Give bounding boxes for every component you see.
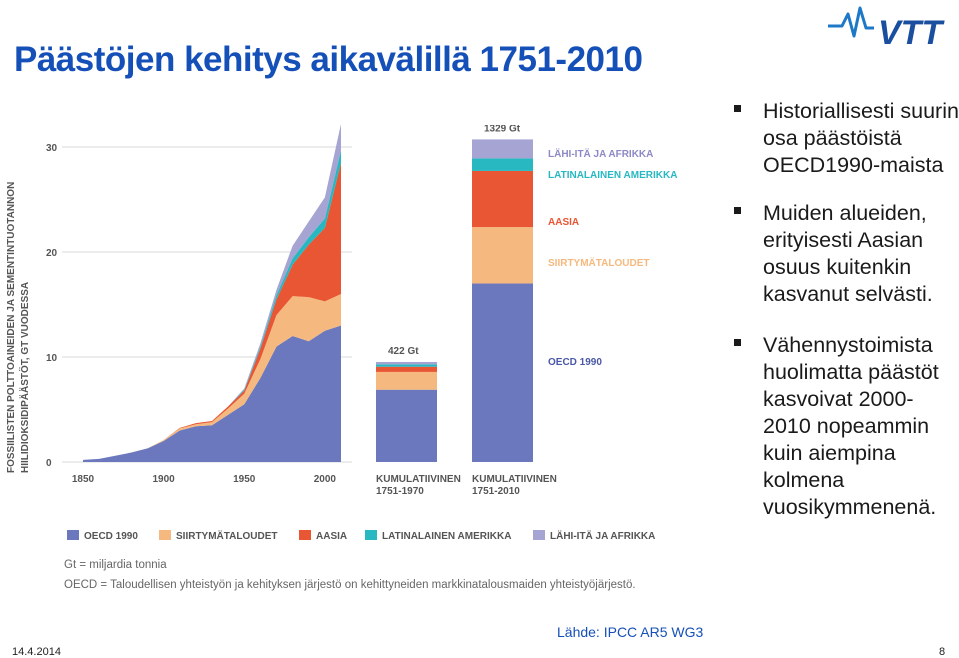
area-siirtymataloudet [83, 294, 341, 460]
bar-segment-siirtymataloudet [472, 227, 533, 284]
legend-swatch-lahi-ita-ja-afrikka [533, 530, 545, 540]
bullet-item: Historiallisesti suurin osa päästöistä O… [733, 98, 959, 179]
legend-swatch-oecd-1990 [67, 530, 79, 540]
note-oecd: OECD = Taloudellisen yhteistyön ja kehit… [64, 579, 636, 591]
bar-segment-oecd-1990 [472, 283, 533, 462]
bar-segment-latinalainen-amerikka [376, 364, 437, 367]
legend-label-latinalainen-amerikka: LATINALAINEN AMERIKKA [382, 531, 511, 542]
bar-segment-aasia [472, 170, 533, 228]
bullet-text: Vähennystoimista huolimatta päästöt kasv… [763, 333, 939, 519]
x-tick-label: 1950 [233, 474, 256, 485]
y-tick-label: 30 [46, 143, 58, 154]
legend-swatch-latinalainen-amerikka [365, 530, 377, 540]
bar-annotation-aasia: AASIA [548, 217, 579, 228]
bar-annotation-siirtymataloudet: SIIRTYMÄTALOUDET [548, 256, 649, 269]
bar-annotation-oecd-1990: OECD 1990 [548, 357, 602, 368]
note-gt: Gt = miljardia tonnia [64, 559, 167, 571]
bullet-square-icon [734, 207, 741, 214]
bullet-square-icon [734, 339, 741, 346]
bullet-square-icon [734, 105, 741, 112]
bar-annotation-latinalainen-amerikka: LATINALAINEN AMERIKKA [548, 170, 677, 181]
legend-swatch-siirtymataloudet [159, 530, 171, 540]
bar-total-label: 1329 Gt [484, 125, 521, 134]
bar-segment-aasia [376, 366, 437, 372]
legend-swatch-aasia [299, 530, 311, 540]
bar-category-label: 1751-2010 [472, 486, 520, 497]
bar-total-label: 422 Gt [388, 346, 419, 357]
bar-segment-latinalainen-amerikka [472, 158, 533, 171]
area-series [83, 125, 341, 462]
bar-segment-lahi-ita-ja-afrikka [376, 361, 437, 365]
bar-category-label: KUMULATIIVINEN [472, 474, 557, 485]
bullet-text: Muiden alueiden, erityisesti Aasian osuu… [763, 201, 933, 306]
bar-segment-siirtymataloudet [376, 371, 437, 390]
y-tick-label: 20 [46, 248, 58, 259]
x-tick-label: 2000 [314, 474, 337, 485]
bullet-text: Historiallisesti suurin osa päästöistä O… [763, 99, 959, 177]
logo-text: VTT [878, 14, 945, 52]
bar-annotation-lahi-ita-ja-afrikka: LÄHI-ITÄ JA AFRIKKA [548, 147, 653, 160]
bar-segment-lahi-ita-ja-afrikka [472, 139, 533, 159]
y-axis-title-line-2: HIILIDIOKSIDIPÄÄSTÖT, GT VUODESSA [18, 282, 31, 473]
slide-date: 14.4.2014 [12, 646, 61, 658]
x-axis-ticks: 1850 1900 1950 2000 [72, 474, 337, 485]
legend-label-oecd-1990: OECD 1990 [84, 531, 138, 542]
logo-wave-icon [828, 6, 874, 38]
bar-category-label: KUMULATIIVINEN [376, 474, 461, 485]
legend: OECD 1990 SIIRTYMÄTALOUDET AASIA LATINALAIN… [67, 529, 655, 542]
bar-segment-oecd-1990 [376, 389, 437, 462]
y-tick-label: 0 [46, 458, 52, 469]
bullet-list: Historiallisesti suurin osa päästöistä O… [733, 98, 959, 542]
y-axis-title: FOSSIILISTEN POLTTOAINEIDEN JA SEMENTINT… [6, 182, 31, 473]
x-tick-label: 1850 [72, 474, 95, 485]
legend-label-siirtymataloudet: SIIRTYMÄTALOUDET [176, 529, 277, 542]
page-number: 8 [939, 646, 946, 658]
emissions-chart: FOSSIILISTEN POLTTOAINEIDEN JA SEMENTINT… [6, 125, 677, 591]
area-oecd-1990 [83, 325, 341, 462]
slide-title: Päästöjen kehitys aikavälillä 1751-2010 [14, 40, 643, 79]
bullet-item: Muiden alueiden, erityisesti Aasian osuu… [733, 200, 959, 308]
x-tick-label: 1900 [153, 474, 176, 485]
y-axis-ticks: 0 10 20 30 [46, 143, 58, 469]
legend-label-aasia: AASIA [316, 531, 347, 542]
vtt-logo: VTT [828, 6, 945, 52]
bar-annotations: LÄHI-ITÄ JA AFRIKKA LATINALAINEN AMERIKKA… [548, 147, 677, 368]
legend-label-lahi-ita-ja-afrikka: LÄHI-ITÄ JA AFRIKKA [550, 529, 655, 542]
bullet-item: Vähennystoimista huolimatta päästöt kasv… [733, 332, 959, 521]
bar-category-label: 1751-1970 [376, 486, 424, 497]
y-axis-title-line-1: FOSSIILISTEN POLTTOAINEIDEN JA SEMENTINT… [6, 182, 17, 473]
y-tick-label: 10 [46, 353, 58, 364]
source-label: Lähde: IPCC AR5 WG3 [557, 624, 704, 640]
